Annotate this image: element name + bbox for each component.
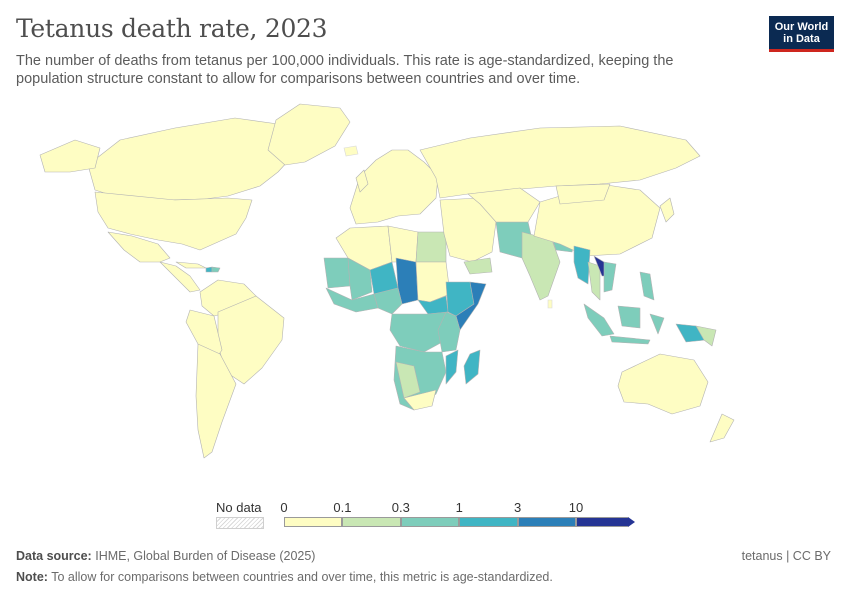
country-indonesia-borneo [617, 305, 641, 329]
legend-tick-5: 10 [568, 500, 584, 515]
map-legend: No data 0 0.1 0.3 1 3 10 [200, 498, 660, 538]
country-thailand [587, 261, 601, 301]
legend-tick-3: 1 [455, 500, 463, 515]
legend-tick-4: 3 [513, 500, 522, 515]
legend-bin-4[interactable] [517, 517, 576, 527]
country-kazakhstan-central-asia [467, 187, 541, 223]
country-greenland [267, 103, 351, 166]
note-label: Note: [16, 570, 48, 584]
country-philippines [639, 271, 655, 301]
country-korea-japan [659, 197, 675, 223]
central-america [159, 261, 201, 293]
country-mozambique [445, 349, 459, 385]
country-chad [395, 257, 419, 305]
country-mexico [107, 231, 171, 263]
source-text[interactable]: IHME, Global Burden of Disease (2025) [95, 549, 316, 563]
logo-line-2: in Data [783, 32, 820, 45]
country-mauritania [323, 257, 351, 289]
country-new-zealand [709, 413, 735, 443]
country-south-sudan [417, 295, 449, 315]
chart-title: Tetanus death rate, 2023 [16, 14, 328, 43]
country-dominican-republic [211, 266, 221, 273]
legend-bin-0[interactable] [284, 517, 343, 527]
country-central-africa [389, 311, 449, 353]
logo-line-1: Our World [774, 20, 829, 33]
legend-bin-3[interactable] [459, 517, 518, 527]
country-namibia-botswana [395, 361, 421, 399]
country-yemen [463, 257, 493, 275]
footer-license[interactable]: tetanus | CC BY [741, 549, 831, 563]
legend-tick-0: 0 [280, 500, 288, 515]
world-map[interactable] [0, 100, 850, 475]
owid-logo[interactable]: Our World in Data [769, 16, 834, 52]
legend-tick-2: 0.3 [391, 500, 410, 515]
country-east-africa [437, 311, 461, 353]
country-usa [94, 191, 253, 251]
island-iceland [343, 145, 359, 157]
country-sudan [415, 261, 451, 303]
source-label: Data source: [16, 549, 92, 563]
country-png [695, 325, 717, 347]
country-indonesia-java [609, 335, 651, 345]
country-vietnam-cambodia [603, 261, 617, 293]
country-indonesia-sulawesi [649, 313, 665, 335]
country-mongolia [555, 183, 611, 205]
legend-bin-1[interactable] [342, 517, 401, 527]
legend-no-data-label: No data [216, 500, 262, 515]
legend-bin-2[interactable] [400, 517, 460, 527]
country-canada [87, 117, 301, 201]
legend-tick-1: 0.1 [333, 500, 352, 515]
country-russia [419, 125, 701, 199]
island-sri-lanka [547, 299, 553, 309]
country-nigeria [373, 287, 403, 315]
country-indonesia-sumatra [583, 303, 615, 337]
country-libya [387, 225, 419, 263]
country-south-africa [403, 389, 437, 411]
country-australia [617, 353, 709, 415]
legend-arrow [628, 517, 636, 527]
country-uk [355, 169, 369, 193]
country-cuba [175, 261, 207, 269]
country-haiti [205, 266, 213, 273]
country-egypt [415, 231, 447, 263]
country-alaska [39, 139, 101, 173]
country-myanmar [573, 245, 591, 285]
legend-bin-5[interactable] [576, 517, 629, 527]
chart-subtitle: The number of deaths from tetanus per 10… [16, 53, 674, 87]
footer-source: Data source: IHME, Global Burden of Dise… [16, 549, 315, 563]
country-mali [347, 257, 373, 301]
footer-note: Note: To allow for comparisons between c… [16, 570, 553, 584]
country-argentina-chile [195, 343, 237, 459]
note-text: To allow for comparisons between countri… [51, 570, 553, 584]
country-india [521, 231, 561, 301]
legend-no-data-swatch [216, 517, 264, 529]
country-madagascar [463, 349, 481, 385]
